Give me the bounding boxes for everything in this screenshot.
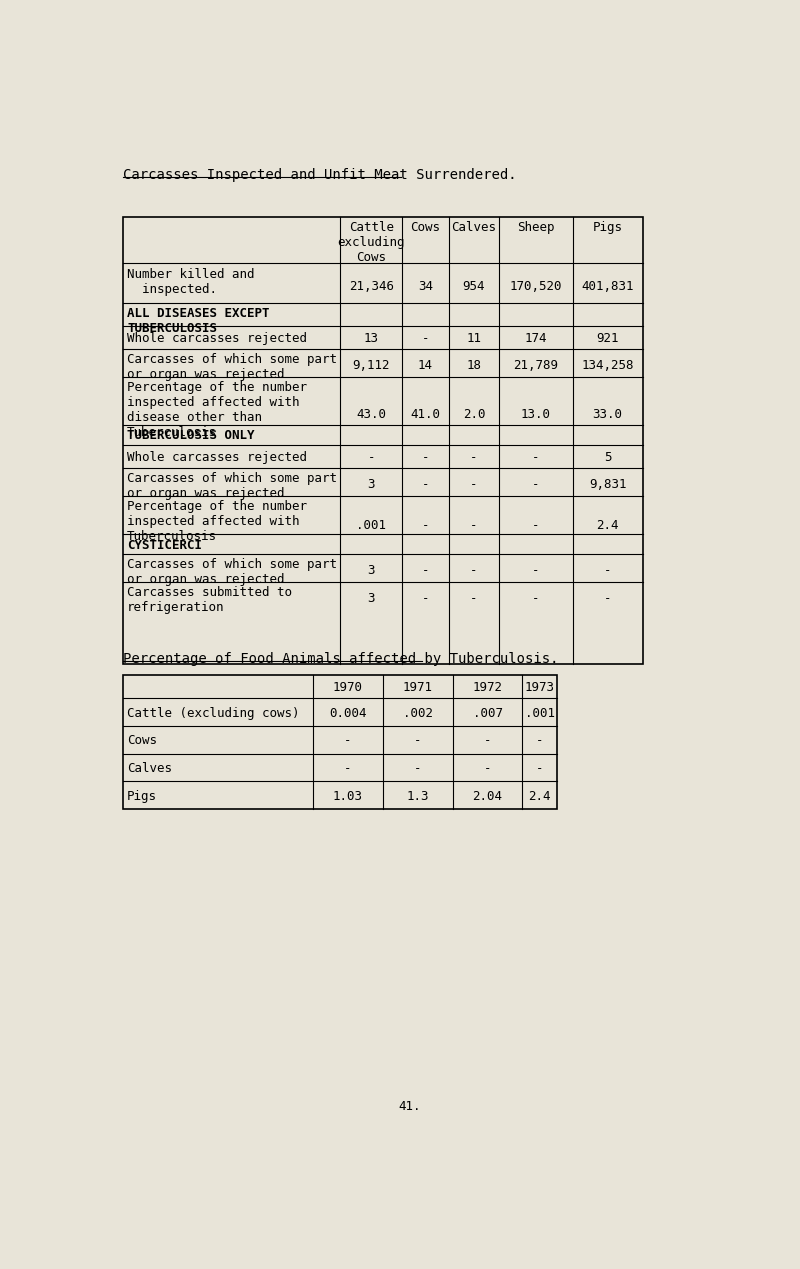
Text: 174: 174 (525, 332, 547, 345)
Text: -: - (422, 450, 430, 464)
Text: -: - (422, 591, 430, 605)
Text: -: - (344, 763, 352, 775)
Text: Sheep: Sheep (517, 221, 554, 233)
Text: Carcasses Inspected and Unfit Meat Surrendered.: Carcasses Inspected and Unfit Meat Surre… (123, 169, 517, 183)
Text: 170,520: 170,520 (510, 280, 562, 293)
Text: 2.4: 2.4 (529, 789, 551, 803)
Text: 1971: 1971 (402, 681, 433, 694)
Text: Carcasses of which some part
or organ was rejected: Carcasses of which some part or organ wa… (127, 353, 337, 381)
Text: 921: 921 (596, 332, 619, 345)
Text: 0.004: 0.004 (330, 707, 366, 720)
Bar (123, 675, 558, 810)
Text: -: - (422, 519, 430, 532)
Text: -: - (536, 763, 543, 775)
Text: Calves: Calves (127, 763, 172, 775)
Text: 401,831: 401,831 (582, 280, 634, 293)
Text: -: - (532, 478, 540, 491)
Text: 13.0: 13.0 (521, 407, 551, 421)
Text: -: - (532, 591, 540, 605)
Text: 1.3: 1.3 (406, 789, 429, 803)
Text: 21,346: 21,346 (349, 280, 394, 293)
Text: Whole carcasses rejected: Whole carcasses rejected (127, 450, 307, 464)
Text: -: - (367, 450, 375, 464)
Text: Percentage of the number
inspected affected with
Tuberculosis: Percentage of the number inspected affec… (127, 500, 307, 543)
Text: .001: .001 (525, 707, 555, 720)
Text: 5: 5 (604, 450, 611, 464)
Text: -: - (604, 565, 611, 577)
Text: 34: 34 (418, 280, 433, 293)
Text: -: - (532, 565, 540, 577)
Text: 33.0: 33.0 (593, 407, 622, 421)
Text: 1.03: 1.03 (333, 789, 363, 803)
Text: -: - (422, 565, 430, 577)
Text: Carcasses submitted to
refrigeration: Carcasses submitted to refrigeration (127, 586, 292, 614)
Text: Pigs: Pigs (593, 221, 622, 233)
Text: -: - (484, 735, 491, 747)
Text: Cows: Cows (127, 735, 157, 747)
Text: 18: 18 (466, 359, 482, 372)
Text: 134,258: 134,258 (582, 359, 634, 372)
Text: -: - (470, 519, 478, 532)
Bar (123, 217, 642, 664)
Text: Carcasses of which some part
or organ was rejected: Carcasses of which some part or organ wa… (127, 558, 337, 586)
Text: -: - (470, 591, 478, 605)
Text: -: - (422, 332, 430, 345)
Text: 3: 3 (367, 565, 375, 577)
Text: Percentage of Food Animals affected by Tuberculosis.: Percentage of Food Animals affected by T… (123, 652, 558, 666)
Text: 9,112: 9,112 (353, 359, 390, 372)
Text: -: - (344, 735, 352, 747)
Text: Percentage of the number
inspected affected with
disease other than
Tuberculosis: Percentage of the number inspected affec… (127, 381, 307, 439)
Text: Whole carcasses rejected: Whole carcasses rejected (127, 332, 307, 345)
Text: -: - (532, 519, 540, 532)
Text: 2.0: 2.0 (462, 407, 485, 421)
Text: -: - (532, 450, 540, 464)
Text: -: - (414, 763, 422, 775)
Text: Number killed and
  inspected.: Number killed and inspected. (127, 268, 254, 296)
Text: 43.0: 43.0 (356, 407, 386, 421)
Text: Cattle
excluding
Cows: Cattle excluding Cows (338, 221, 405, 264)
Text: -: - (604, 591, 611, 605)
Text: 1973: 1973 (525, 681, 555, 694)
Text: 41.0: 41.0 (410, 407, 441, 421)
Text: .001: .001 (356, 519, 386, 532)
Text: ALL DISEASES EXCEPT
TUBERCULOSIS: ALL DISEASES EXCEPT TUBERCULOSIS (127, 307, 270, 335)
Text: 14: 14 (418, 359, 433, 372)
Text: 9,831: 9,831 (589, 478, 626, 491)
Text: -: - (484, 763, 491, 775)
Text: 13: 13 (364, 332, 378, 345)
Text: -: - (536, 735, 543, 747)
Text: Pigs: Pigs (127, 789, 157, 803)
Text: 2.04: 2.04 (473, 789, 502, 803)
Text: 2.4: 2.4 (596, 519, 619, 532)
Text: 11: 11 (466, 332, 482, 345)
Text: Calves: Calves (451, 221, 497, 233)
Text: -: - (470, 478, 478, 491)
Text: Carcasses of which some part
or organ was rejected: Carcasses of which some part or organ wa… (127, 472, 337, 500)
Text: -: - (414, 735, 422, 747)
Text: 41.: 41. (398, 1100, 422, 1113)
Text: .002: .002 (402, 707, 433, 720)
Text: 3: 3 (367, 478, 375, 491)
Text: Cows: Cows (410, 221, 441, 233)
Text: .007: .007 (473, 707, 502, 720)
Text: 3: 3 (367, 591, 375, 605)
Text: 1972: 1972 (473, 681, 502, 694)
Text: -: - (422, 478, 430, 491)
Text: 1970: 1970 (333, 681, 363, 694)
Text: 954: 954 (462, 280, 485, 293)
Text: Cattle (excluding cows): Cattle (excluding cows) (127, 707, 300, 720)
Text: -: - (470, 450, 478, 464)
Text: TUBERCULOSIS ONLY: TUBERCULOSIS ONLY (127, 429, 254, 443)
Text: CYSTICERCI: CYSTICERCI (127, 539, 202, 552)
Text: 21,789: 21,789 (514, 359, 558, 372)
Text: -: - (470, 565, 478, 577)
